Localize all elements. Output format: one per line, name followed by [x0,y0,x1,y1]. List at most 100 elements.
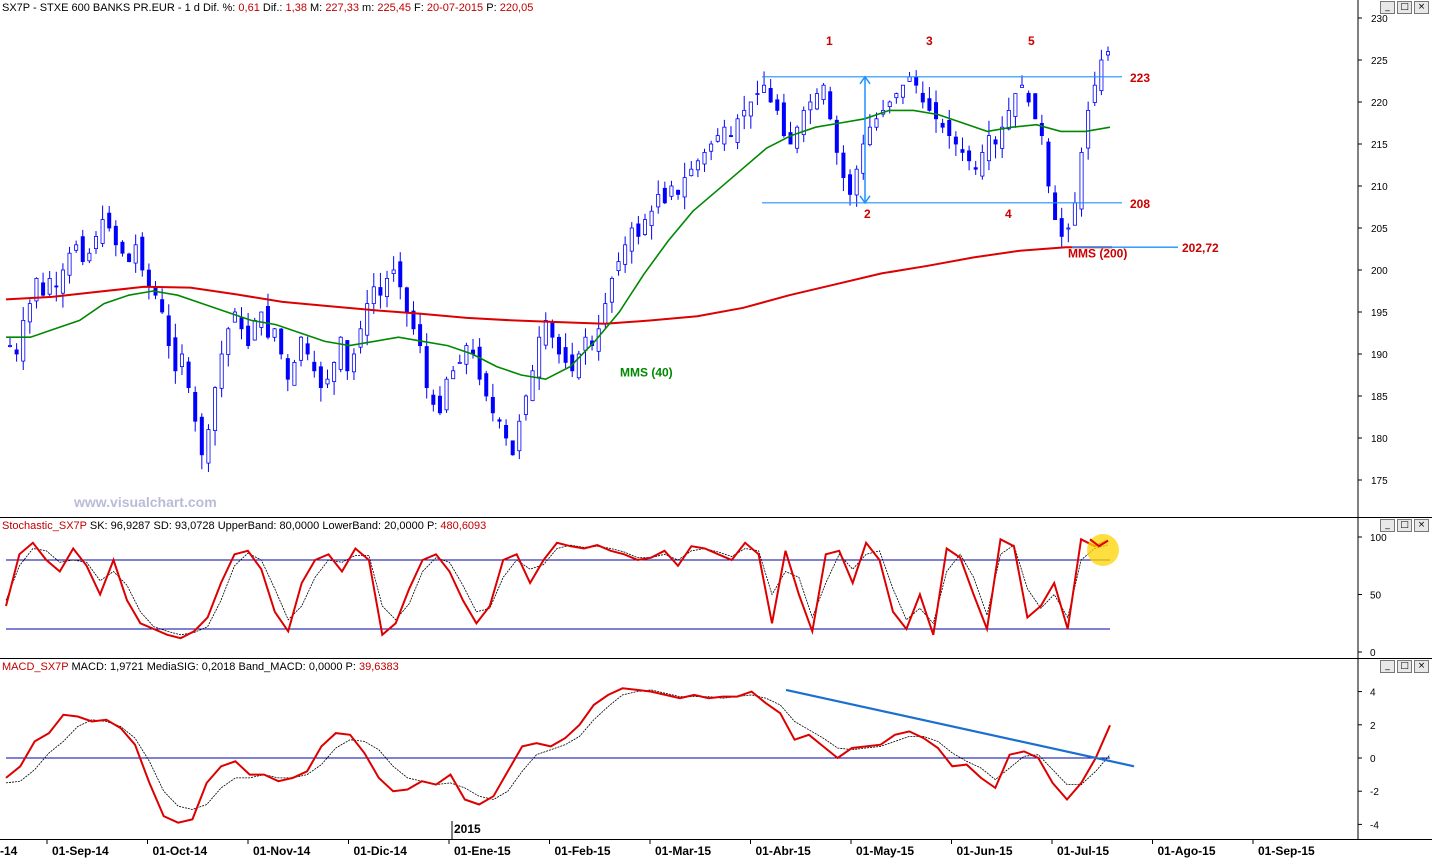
close-button[interactable]: × [1414,1,1429,14]
candle [404,286,409,327]
candle [93,231,98,254]
candle [828,86,833,121]
max-label: M: [310,2,323,14]
maximize-button[interactable]: □ [1397,660,1412,673]
candle [437,386,442,416]
peak-1-label: 1 [826,34,833,48]
candle [113,220,118,257]
price-window-buttons: _ □ × [1380,1,1429,14]
maximize-button[interactable]: □ [1397,519,1412,532]
x-tick-label: 01-Ago-15 [1158,844,1216,858]
candle [821,82,826,105]
date-axis-svg: -14 01-Sep-14 01-Oct-14 01-Nov-14 01-Dic-14 0… [0,840,1315,858]
macd-name: MACD_SX7P [2,661,69,673]
mms200-line [5,246,1113,325]
candle [722,119,727,151]
candle [881,99,886,118]
candle [14,343,19,362]
stoch-y-tick-label: 50 [1370,591,1382,602]
candle [543,312,548,350]
upperband-label: UpperBand: [217,520,277,532]
price-y-tick-label: 215 [1371,140,1388,151]
trough-2-label: 2 [864,207,871,221]
candle [914,70,919,94]
sd-label: SD: [153,520,172,532]
candle [980,144,985,180]
candle [702,148,707,172]
candle [146,263,151,300]
price-y-tick-label: 185 [1371,392,1388,403]
sk-label: SK: [89,520,108,532]
stoch-y-tick-label: 100 [1370,533,1387,544]
candle [259,311,264,336]
x-tick-label-start: -14 [0,844,18,858]
candle [457,354,462,364]
candle [662,181,667,205]
candle [490,383,495,422]
candle [100,205,105,248]
x-tick-label: 01-May-15 [856,844,914,858]
candle [762,71,767,93]
candle [900,84,905,105]
min-value: 225,45 [377,2,411,14]
candle [755,80,760,106]
candle [676,189,681,200]
close-button[interactable]: × [1414,660,1429,673]
candle [133,234,138,273]
stochastic-panel[interactable]: 100 50 0 Stochastic_SX7P SK: 96,9287 SD: 9… [0,518,1432,659]
candle [986,120,991,171]
candle [358,320,363,354]
minimize-button[interactable]: _ [1380,1,1395,14]
stoch-p-value: 480,6093 [440,520,487,532]
lowerband-label: LowerBand: [322,520,382,532]
candle [656,180,661,214]
candle [1013,93,1018,128]
lowerband-value: 20,0000 [384,520,424,532]
candle [67,246,72,284]
macd-chart-svg[interactable]: 4 2 0 -2 -4 2015 [0,659,1432,839]
candle [299,335,304,367]
dif-pct-value: 0,61 [238,2,260,14]
candle [523,394,528,421]
stochastic-window-buttons: _ □ × [1380,519,1429,532]
price-chart-svg[interactable]: 230 225 220 215 210 205 200 195 190 185 180 175 1 2 3 4… [0,0,1432,517]
candle [563,333,568,369]
minimize-button[interactable]: _ [1380,660,1395,673]
candle [272,328,277,342]
price-panel[interactable]: 230 225 220 215 210 205 200 195 190 185 180 175 1 2 3 4… [0,0,1432,518]
candle [927,87,932,112]
macd-p-value: 39,6383 [359,661,399,673]
sd-value: 93,0728 [174,520,215,532]
price-y-tick-label: 175 [1371,476,1388,487]
mediasig-label: MediaSIG: [146,661,199,673]
trough-4-label: 4 [1005,207,1012,221]
stochastic-chart-svg[interactable]: 100 50 0 [0,518,1432,658]
candle [332,361,337,395]
candle [709,140,714,161]
candle [788,121,793,145]
date-value: 20-07-2015 [426,2,484,14]
close-button[interactable]: × [1414,519,1429,532]
candle [239,307,244,340]
maximize-button[interactable]: □ [1397,1,1412,14]
candle [768,79,773,103]
candle [940,118,945,134]
price-y-tick-label: 200 [1371,266,1388,277]
candle [166,304,171,359]
candle [140,232,145,277]
candle [1039,114,1044,145]
upperband-value: 80,0000 [279,520,320,532]
candle [550,319,555,349]
macd-header: MACD_SX7P MACD: 1,9721 MediaSIG: 0,2018 … [2,661,399,673]
minimize-button[interactable]: _ [1380,519,1395,532]
macd-line [5,687,1111,824]
macd-y-tick-label: 4 [1370,688,1376,699]
date-label: F: [414,2,424,14]
candle [1033,93,1038,120]
candle [21,307,26,370]
candle [325,369,330,389]
macd-panel[interactable]: 4 2 0 -2 -4 2015 MACD_SX7P MACD: 1,9721 Media… [0,659,1432,839]
date-axis: -14 01-Sep-14 01-Oct-14 01-Nov-14 01-Dic-14 0… [0,839,1432,858]
candle [186,357,191,394]
candle [60,263,65,308]
